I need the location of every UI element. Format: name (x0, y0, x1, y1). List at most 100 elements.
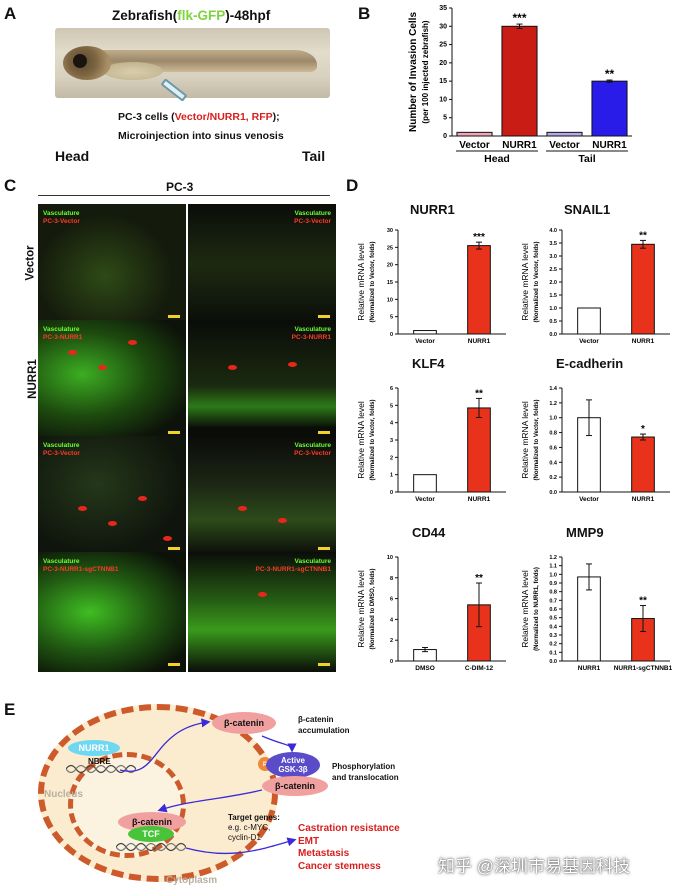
y-tick-label: 2.0 (549, 280, 557, 286)
micrograph-legend: Vasculature PC-3-Vector (294, 442, 331, 457)
y-axis-label: Relative mRNA level (356, 570, 366, 648)
category-label: NURR1 (468, 338, 491, 345)
scale-bar (168, 547, 180, 550)
micrograph-0-head: Vasculature PC-3-Vector (38, 204, 186, 324)
y-tick-label: 15 (387, 280, 393, 286)
y-tick-label: 0.5 (549, 616, 557, 622)
y-tick-label: 4 (390, 421, 394, 427)
bar-0 (456, 131, 493, 137)
bar-1 (467, 245, 491, 335)
micrograph-legend: Vasculature PC-3-Vector (43, 442, 80, 457)
y-axis-sublabel: (Normalized to Vector, folds) (534, 241, 540, 322)
y-tick-label: 1.5 (549, 293, 557, 299)
significance-label: ** (475, 388, 483, 399)
y-tick-label: 8 (390, 576, 393, 582)
nbre-label: NBRE (88, 757, 111, 766)
dna-icon-2 (116, 842, 186, 852)
row-label-1: NURR1 (26, 359, 39, 399)
y-tick-label: 5 (390, 403, 393, 409)
y-tick-label: 1 (390, 473, 393, 479)
y-tick-label: 2.5 (549, 267, 557, 273)
y-tick-label: 25 (439, 42, 447, 49)
chart-title-snail1: SNAIL1 (564, 202, 611, 217)
micrograph-2-tail: Vasculature PC-3-Vector (188, 436, 336, 556)
y-axis-sublabel: (per 100 injected zebrafish) (421, 20, 430, 123)
y-tick-label: 2 (390, 638, 393, 644)
micrograph-legend: Vasculature PC-3-Vector (294, 210, 331, 225)
panel-label-e: E (4, 700, 16, 719)
category-label: DMSO (415, 665, 435, 672)
group-label-tail: Tail (578, 153, 595, 165)
significance-label: ** (475, 573, 483, 584)
outcome-list: Castration resistance EMT Metastasis Can… (298, 823, 400, 873)
y-axis-label: Relative mRNA level (356, 243, 366, 321)
y-axis-sublabel: (Normalized to Vector, folds) (370, 399, 376, 480)
panel-label-a: A (4, 4, 17, 23)
phosphorylation-note: Phosphorylation and translocation (332, 762, 399, 782)
microinjection-text: Microinjection into sinus venosis (118, 130, 284, 142)
invasion-bar-chart: 0 5 10 15 20 25 30 35 Vector *** NURR1 Vector ** NURR… (408, 5, 632, 165)
mrna-chart-snail1: 0.0 0.5 1.0 1.5 2.0 2.5 3.0 3.5 4.0 Vector ** NURR1… (520, 228, 670, 345)
y-axis-sublabel: (Normalized to DMSO, folds) (370, 568, 376, 649)
dna-icon (66, 764, 136, 774)
scale-bar (168, 315, 180, 318)
scale-bar (168, 663, 180, 666)
pc3-cells-text: PC-3 cells (Vector/NURR1, RFP); (118, 111, 280, 123)
y-axis-label: Relative mRNA level (520, 570, 530, 648)
y-tick-label: 6 (390, 597, 393, 603)
bar-1 (467, 407, 491, 493)
y-axis-label: Relative mRNA level (520, 243, 530, 321)
y-tick-label: 0.7 (549, 598, 557, 604)
row-label-0: Vector (24, 245, 37, 281)
category-label: Vector (415, 338, 435, 345)
micrograph-3-head: Vasculature PC-3-NURR1-sgCTNNB1 (38, 552, 186, 672)
y-tick-label: 0.1 (549, 650, 557, 656)
y-axis-label: Number of Invasion Cells (408, 12, 419, 132)
y-tick-label: 0.8 (549, 590, 557, 596)
bar-0 (413, 474, 437, 493)
beta-catenin-mid: β-catenin (262, 776, 328, 796)
category-label: C-DIM-12 (465, 665, 494, 672)
micrograph-legend: Vasculature PC-3-Vector (43, 210, 80, 225)
y-tick-label: 0 (390, 659, 393, 665)
y-tick-label: 5 (390, 315, 393, 321)
y-tick-label: 0.6 (549, 607, 557, 613)
category-label: NURR1-sgCTNNB1 (614, 665, 673, 672)
category-label: NURR1 (592, 140, 627, 151)
y-tick-label: 0.0 (549, 490, 557, 496)
outcome-castration: Castration resistance (298, 823, 400, 834)
y-tick-label: 0 (443, 133, 447, 140)
outcome-metastasis: Metastasis (298, 848, 350, 859)
y-tick-label: 35 (439, 5, 447, 12)
y-tick-label: 0.4 (549, 460, 558, 466)
y-tick-label: 1.0 (549, 572, 557, 578)
y-tick-label: 4.0 (549, 228, 557, 234)
y-tick-label: 0.2 (549, 642, 557, 648)
significance-label: ** (605, 67, 615, 81)
category-label: Vector (579, 496, 599, 503)
pc3-header: PC-3 (166, 180, 194, 194)
panel-label-c: C (4, 176, 17, 195)
significance-label: ** (639, 596, 647, 607)
y-tick-label: 20 (387, 263, 393, 269)
category-label: NURR1 (468, 496, 491, 503)
accumulation-note: β-catenin accumulation (298, 715, 350, 735)
y-tick-label: 0.8 (549, 431, 557, 437)
y-tick-label: 3.5 (549, 241, 557, 247)
bar-2 (546, 131, 583, 137)
y-tick-label: 0.5 (549, 319, 557, 325)
category-label: Vector (579, 338, 599, 345)
pathway-arrows (119, 718, 297, 855)
arrow-translocation (157, 789, 263, 813)
y-tick-label: 4 (390, 617, 394, 623)
y-axis-label: Relative mRNA level (356, 401, 366, 479)
bar-3 (591, 80, 628, 137)
chart-title-mmp9: MMP9 (566, 525, 604, 540)
micrograph-legend: Vasculature PC-3-NURR1-sgCTNNB1 (43, 558, 119, 573)
y-tick-label: 10 (439, 96, 447, 103)
bar-0 (577, 307, 601, 335)
scale-bar (318, 663, 330, 666)
category-label: Vector (415, 496, 435, 503)
mrna-chart-mmp9: 0.0 0.1 0.2 0.3 0.4 0.5 0.6 0.7 0.8 0.9 1.0 1.1 1.2 N… (520, 555, 673, 672)
arrow-to-outcomes (185, 837, 297, 855)
